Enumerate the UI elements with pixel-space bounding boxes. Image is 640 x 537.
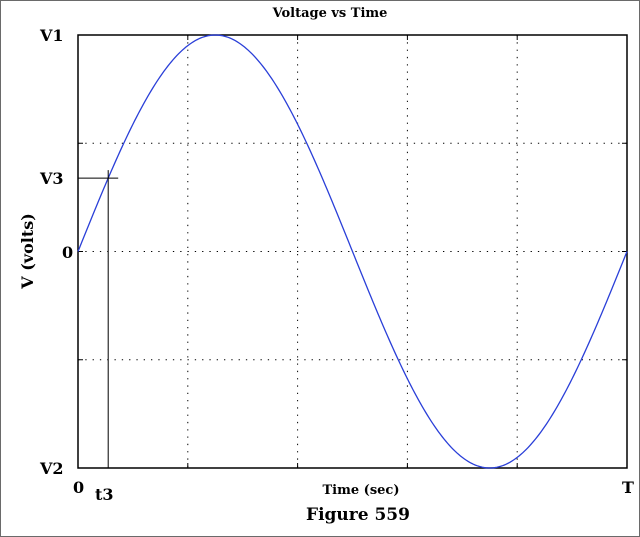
x-tick-t3: t3	[95, 485, 114, 504]
x-tick-zero: 0	[73, 478, 84, 497]
tick-marks	[78, 35, 627, 468]
y-tick-v3: V3	[39, 169, 64, 188]
chart-title: Voltage vs Time	[272, 6, 388, 21]
figure-caption: Figure 559	[306, 505, 410, 525]
x-axis-label: Time (sec)	[323, 483, 400, 498]
y-tick-zero: 0	[62, 243, 73, 262]
y-tick-v2: V2	[39, 459, 64, 478]
y-tick-v1: V1	[39, 26, 64, 45]
y-axis-label: V (volts)	[18, 213, 37, 290]
x-tick-t: T	[622, 478, 634, 497]
voltage-curve	[77, 34, 628, 469]
